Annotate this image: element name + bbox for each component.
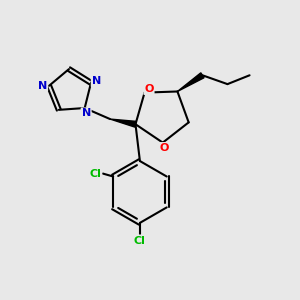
Polygon shape <box>177 73 204 92</box>
Text: Cl: Cl <box>89 169 101 178</box>
Text: N: N <box>38 81 47 91</box>
Text: N: N <box>82 108 91 118</box>
Text: N: N <box>92 76 101 86</box>
Text: O: O <box>144 84 154 94</box>
Text: Cl: Cl <box>134 236 146 245</box>
Text: O: O <box>160 143 169 153</box>
Polygon shape <box>110 119 136 127</box>
